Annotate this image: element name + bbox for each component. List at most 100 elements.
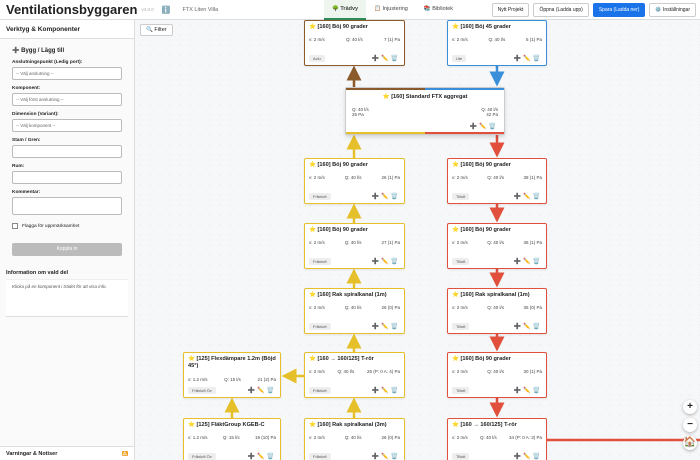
delete-icon[interactable]: 🗑️ (266, 454, 276, 460)
node-header: ⭐ [160] Böj 45 grader (452, 24, 542, 31)
component-node[interactable]: ⭐ [160] Böj 90 grader v: 2 m/s Q: 40 l/s 26… (304, 158, 405, 204)
add-icon[interactable]: ➕ (513, 194, 524, 200)
text-input[interactable] (12, 171, 122, 184)
velocity: v: 1.2 m/s (188, 435, 208, 441)
add-icon[interactable]: ➕ (247, 454, 258, 460)
tab[interactable]: 📚 Bibliotek (423, 6, 454, 12)
add-icon[interactable]: ➕ (371, 259, 382, 265)
toolbar-button[interactable]: Öppna (Ladda upp) (533, 3, 589, 17)
checkbox[interactable] (12, 223, 18, 229)
add-icon[interactable]: ➕ (371, 324, 382, 330)
connect-button[interactable]: Koppla in (12, 243, 122, 256)
node-metrics: v: 2 m/s Q: 40 l/s 36 (1) Pa (452, 240, 542, 245)
delete-icon[interactable]: 🗑️ (390, 454, 400, 460)
node-actions: ➕✏️🗑️ (514, 323, 542, 330)
add-icon[interactable]: ➕ (513, 259, 524, 265)
toolbar-button[interactable]: ⚙️ Inställningar (649, 3, 696, 17)
edit-icon[interactable]: ✏️ (523, 194, 533, 200)
pressure: 30 (1) Pa (523, 369, 542, 375)
component-node[interactable]: ⭐ [160] Böj 90 grader v: 2 m/s Q: 40 l/s 27… (304, 223, 405, 269)
select[interactable]: -- Välj först anslutning -- (12, 93, 122, 106)
edit-icon[interactable]: ✏️ (381, 324, 391, 330)
add-icon[interactable]: ➕ (513, 324, 524, 330)
edit-icon[interactable]: ✏️ (381, 388, 391, 394)
edit-icon[interactable]: ✏️ (257, 388, 267, 394)
delete-icon[interactable]: 🗑️ (532, 56, 542, 62)
add-icon[interactable]: ➕ (513, 56, 524, 62)
velocity: v: 2 m/s (309, 435, 325, 441)
zoom-button[interactable]: 🏠 (683, 436, 697, 450)
select[interactable]: -- Välj anslutning -- (12, 67, 122, 80)
comment-textarea[interactable] (12, 197, 122, 215)
component-node[interactable]: ⭐ [160 → 160/125] T-rör v: 2 m/s Q: 40 l/s… (447, 418, 547, 460)
delete-icon[interactable]: 🗑️ (390, 388, 400, 394)
add-icon[interactable]: ➕ (247, 388, 258, 394)
component-node[interactable]: ⭐ [160] Böj 90 grader v: 2 m/s Q: 40 l/s 7 … (304, 20, 405, 66)
edit-icon[interactable]: ✏️ (523, 56, 533, 62)
component-node[interactable]: ⭐ [160] Rak spiralkanal (3m) v: 2 m/s Q: 4… (304, 418, 405, 460)
edit-icon[interactable]: ✏️ (381, 194, 391, 200)
edit-icon[interactable]: ✏️ (381, 259, 391, 265)
filter-button[interactable]: 🔍 Filter (140, 24, 173, 36)
delete-icon[interactable]: 🗑️ (532, 388, 542, 394)
add-icon[interactable]: ➕ (371, 454, 382, 460)
flag-checkbox[interactable]: Flagga för uppmärksamhet (12, 223, 122, 229)
delete-icon[interactable]: 🗑️ (390, 259, 400, 265)
delete-icon[interactable]: 🗑️ (390, 194, 400, 200)
version: v4.0.0 (141, 7, 154, 12)
edit-icon[interactable]: ✏️ (523, 454, 533, 460)
text-input[interactable] (12, 145, 122, 158)
edit-icon[interactable]: ✏️ (479, 124, 489, 130)
edit-icon[interactable]: ✏️ (381, 56, 391, 62)
node-title: [160] Rak spiralkanal (1m) (317, 292, 387, 298)
star-icon: ⭐ (382, 94, 390, 100)
warnings-title: Varningar & Notiser (6, 451, 58, 457)
node-header: ⭐ [160] Böj 90 grader (309, 227, 400, 234)
delete-icon[interactable]: 🗑️ (390, 56, 400, 62)
component-node[interactable]: ⭐ [160] Böj 90 grader v: 2 m/s Q: 40 l/s 36… (447, 223, 547, 269)
delete-icon[interactable]: 🗑️ (266, 388, 276, 394)
edit-icon[interactable]: ✏️ (381, 454, 391, 460)
component-node[interactable]: ⭐ [160 → 160/125] T-rör v: 2 m/s Q: 40 l/s… (304, 352, 405, 398)
pressure: 21 (2) Pa (257, 376, 276, 382)
toolbar-button[interactable]: Nytt Projekt (491, 3, 530, 17)
delete-icon[interactable]: 🗑️ (532, 324, 542, 330)
delete-icon[interactable]: 🗑️ (532, 194, 542, 200)
edit-icon[interactable]: ✏️ (523, 388, 533, 394)
component-node[interactable]: ⭐ [160] Böj 90 grader v: 2 m/s Q: 40 l/s 38… (447, 158, 547, 204)
delete-icon[interactable]: 🗑️ (390, 324, 400, 330)
component-node[interactable]: ⭐ [160] Rak spiralkanal (1m) v: 2 m/s Q: 4… (447, 288, 547, 334)
tab[interactable]: 📋 Injustering (374, 6, 408, 12)
flow-tag: Tilluft (452, 323, 470, 330)
add-icon[interactable]: ➕ (371, 194, 382, 200)
select[interactable]: -- Välj komponent -- (12, 119, 122, 132)
add-icon[interactable]: ➕ (513, 454, 524, 460)
component-node[interactable]: ⭐ [125] FläktGroup KGEB-C v: 1.2 m/s Q: 15… (183, 418, 281, 460)
toolbar-button[interactable]: Spara (Ladda ner) (592, 3, 646, 17)
node-footer: Tilluft ➕✏️🗑️ (452, 258, 542, 265)
delete-icon[interactable]: 🗑️ (488, 124, 498, 130)
node-header: ⭐ [160] Rak spiralkanal (1m) (452, 292, 542, 299)
add-icon[interactable]: ➕ (371, 56, 382, 62)
component-node[interactable]: ⭐ [160] Böj 90 grader v: 2 m/s Q: 40 l/s 30… (447, 352, 547, 398)
sidebar: Verktyg & Komponenter ➕ Bygg / Lägg till… (0, 20, 135, 460)
tab[interactable]: 🌳 Trädvy (324, 0, 367, 20)
component-node[interactable]: ⭐ [160] Böj 45 grader v: 2 m/s Q: 40 l/s 5 … (447, 20, 547, 66)
delete-icon[interactable]: 🗑️ (532, 454, 542, 460)
warnings-bar[interactable]: Varningar & Notiser ⚠ (0, 446, 134, 460)
zoom-button[interactable]: − (683, 418, 697, 432)
zoom-button[interactable]: + (683, 400, 697, 414)
edit-icon[interactable]: ✏️ (257, 454, 267, 460)
component-node[interactable]: ⭐ [160] Rak spiralkanal (1m) v: 2 m/s Q: 4… (304, 288, 405, 334)
component-node[interactable]: ⭐ [125] Flexdämpare 1.2m (Böjd 45°) v: 1.… (183, 352, 281, 398)
flow: Q: 40 l/s (481, 107, 498, 113)
edit-icon[interactable]: ✏️ (523, 259, 533, 265)
add-icon[interactable]: ➕ (513, 388, 524, 394)
aggregate-node[interactable]: ⭐ [160] Standard FTX aggregat Q: 40 l/s 2… (345, 87, 505, 135)
add-icon[interactable]: ➕ (469, 124, 480, 130)
edit-icon[interactable]: ✏️ (523, 324, 533, 330)
delete-icon[interactable]: 🗑️ (532, 259, 542, 265)
node-actions: ➕✏️🗑️ (248, 453, 276, 460)
info-button[interactable]: ℹ️ (161, 6, 171, 14)
add-icon[interactable]: ➕ (371, 388, 382, 394)
